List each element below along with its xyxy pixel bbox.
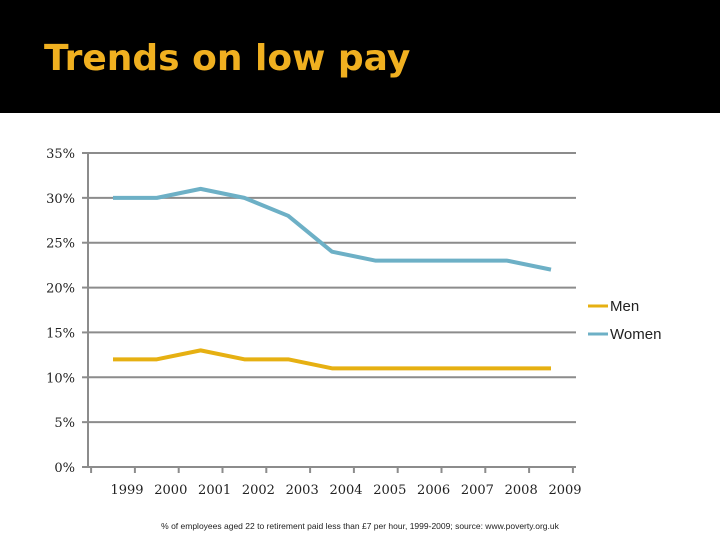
x-tick-label: 1999 (110, 483, 143, 498)
y-tick-label: 30% (46, 192, 75, 207)
legend-label-men: Men (610, 298, 639, 315)
x-tick-label: 2009 (548, 483, 581, 498)
legend-label-women: Women (610, 326, 661, 343)
x-tick-label: 2005 (373, 483, 406, 498)
y-tick-label: 10% (46, 371, 75, 386)
x-tick-label: 2001 (198, 483, 231, 498)
x-tick-label: 2007 (461, 483, 494, 498)
y-tick-label: 15% (46, 326, 75, 341)
gridlines (88, 152, 576, 424)
x-tick-label: 2008 (505, 483, 538, 498)
x-tick-labels: 1999 2000 2001 2002 2003 2004 2005 2006 2007 2008… (110, 483, 581, 498)
y-tick-label: 5% (54, 416, 75, 431)
x-tick-label: 2006 (417, 483, 450, 498)
x-tick-label: 2002 (242, 483, 275, 498)
series-lines (113, 186, 552, 371)
x-tick-label: 2003 (286, 483, 319, 498)
title-bar (0, 0, 720, 113)
axes (82, 152, 576, 473)
x-tick-label: 2004 (329, 483, 362, 498)
slide-title: Trends on low pay (44, 38, 411, 79)
footnote: % of employees aged 22 to retirement pai… (161, 521, 559, 531)
y-tick-label: 20% (46, 282, 75, 297)
y-tick-label: 0% (54, 461, 75, 476)
y-tick-label: 35% (46, 147, 75, 162)
y-tick-label: 25% (46, 237, 75, 252)
y-tick-labels: 0% 5% 10% 15% 20% 25% 30% 35% (46, 147, 75, 476)
legend: Men Women (588, 298, 661, 343)
x-tick-label: 2000 (154, 483, 187, 498)
line-chart: 0% 5% 10% 15% 20% 25% 30% 35% 1999 2000 2001 2002 2… (46, 147, 661, 498)
series-line-women (113, 186, 552, 272)
series-line-men (113, 348, 551, 371)
